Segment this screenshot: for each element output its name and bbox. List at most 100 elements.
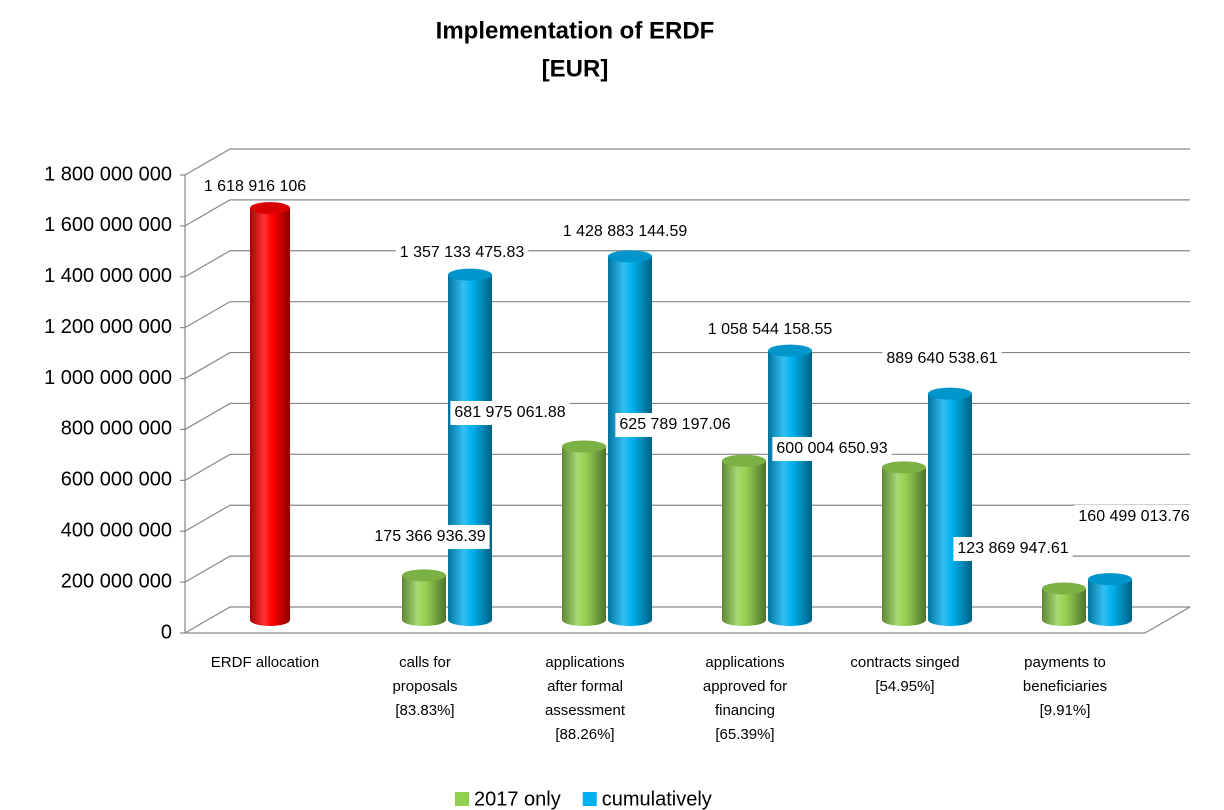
bar-top: [1088, 573, 1132, 586]
x-tick-label: financing: [715, 702, 775, 719]
value-label-bg: [370, 525, 490, 549]
x-tick-label: calls for: [399, 654, 451, 671]
x-tick-label: after formal: [547, 678, 623, 695]
value-label-bg: [1074, 505, 1194, 529]
x-tick-label: applications: [545, 654, 624, 671]
bar: [448, 268, 492, 626]
x-tick-label: [54.95%]: [875, 678, 934, 695]
grid-line: [184, 301, 1190, 329]
value-label-bg: [395, 241, 529, 265]
value-label: 600 004 650.93: [776, 440, 887, 457]
value-label: 625 789 197.06: [619, 416, 730, 433]
x-tick-label: [65.39%]: [715, 726, 774, 743]
bar: [562, 440, 606, 626]
grid-line: [184, 453, 1190, 481]
x-tick-label: beneficiaries: [1023, 678, 1107, 695]
value-label-bg: [953, 537, 1073, 561]
value-label-bg: [199, 175, 311, 199]
x-tick-label: proposals: [392, 678, 457, 695]
value-label: 123 869 947.61: [957, 540, 1068, 557]
value-label: 1 428 883 144.59: [563, 223, 688, 240]
y-tick-label: 1 800 000 000: [44, 163, 172, 185]
bar: [768, 344, 812, 626]
bar-body: [448, 274, 492, 626]
legend-swatch: [455, 792, 469, 806]
bar-top: [562, 440, 606, 453]
bar-top: [250, 202, 290, 215]
value-label-bg: [772, 437, 892, 461]
bar: [1042, 582, 1086, 626]
value-label: 160 499 013.76: [1078, 508, 1189, 525]
bar-body: [402, 575, 446, 626]
value-label-bg: [703, 318, 837, 342]
bar: [250, 202, 290, 626]
value-label: 889 640 538.61: [886, 350, 997, 367]
chart-title: Implementation of ERDF: [436, 17, 715, 44]
bar: [402, 569, 446, 626]
bar-top: [768, 344, 812, 357]
bar: [722, 454, 766, 626]
grid-line: [184, 148, 1190, 176]
y-tick-label: 1 000 000 000: [44, 367, 172, 389]
bar: [608, 250, 652, 626]
grid-line: [184, 504, 1190, 532]
x-tick-label: approved for: [703, 678, 787, 695]
grid-line: [184, 402, 1190, 430]
x-tick-label: [83.83%]: [395, 702, 454, 719]
bar: [1088, 573, 1132, 626]
bar-body: [722, 460, 766, 626]
bar: [882, 461, 926, 626]
grid-line: [184, 250, 1190, 278]
y-tick-label: 1 200 000 000: [44, 316, 172, 338]
bar-body: [250, 208, 290, 626]
y-tick-label: 200 000 000: [61, 570, 172, 592]
bar-body: [882, 467, 926, 626]
chart-subtitle: [EUR]: [542, 55, 609, 82]
bar-top: [1042, 582, 1086, 595]
value-label-bg: [558, 220, 692, 244]
grid-line: [184, 199, 1190, 227]
x-tick-label: [88.26%]: [555, 726, 614, 743]
value-label: 1 357 133 475.83: [400, 244, 525, 261]
bar-body: [562, 446, 606, 626]
grid-line: [184, 555, 1190, 583]
bar-top: [882, 461, 926, 474]
bar-top: [928, 387, 972, 400]
x-tick-label: ERDF allocation: [211, 654, 319, 671]
y-tick-label: 800 000 000: [61, 418, 172, 440]
bar-body: [608, 256, 652, 626]
bar-top: [448, 268, 492, 281]
bar: [928, 387, 972, 626]
grid-line: [184, 606, 1190, 634]
x-tick-label: contracts singed: [850, 654, 959, 671]
bar-top: [402, 569, 446, 582]
bar-body: [1042, 588, 1086, 626]
legend-label: 2017 only: [474, 788, 561, 810]
grid-line: [184, 351, 1190, 380]
bar-body: [1088, 579, 1132, 626]
y-tick-label: 600 000 000: [61, 469, 172, 491]
bar-top: [722, 454, 766, 467]
x-tick-label: applications: [705, 654, 784, 671]
value-label: 1 618 916 106: [204, 178, 306, 195]
value-label: 681 975 061.88: [454, 404, 565, 421]
y-tick-label: 400 000 000: [61, 520, 172, 542]
value-label-bg: [615, 413, 735, 437]
value-label: 1 058 544 158.55: [708, 321, 833, 338]
value-label-bg: [882, 347, 1002, 371]
x-tick-label: payments to: [1024, 654, 1106, 671]
legend-swatch: [582, 792, 597, 806]
y-tick-label: 1 400 000 000: [44, 265, 172, 287]
x-tick-label: [9.91%]: [1040, 702, 1091, 719]
value-label: 175 366 936.39: [374, 528, 485, 545]
y-tick-label: 1 600 000 000: [44, 214, 172, 236]
x-tick-label: assessment: [545, 702, 626, 719]
bar-body: [928, 393, 972, 626]
floor-edge: [1144, 606, 1191, 634]
bar-body: [768, 350, 812, 626]
value-label-bg: [450, 401, 570, 425]
y-tick-label: 0: [161, 621, 172, 643]
legend-label: cumulatively: [602, 788, 712, 810]
bar-top: [608, 250, 652, 263]
